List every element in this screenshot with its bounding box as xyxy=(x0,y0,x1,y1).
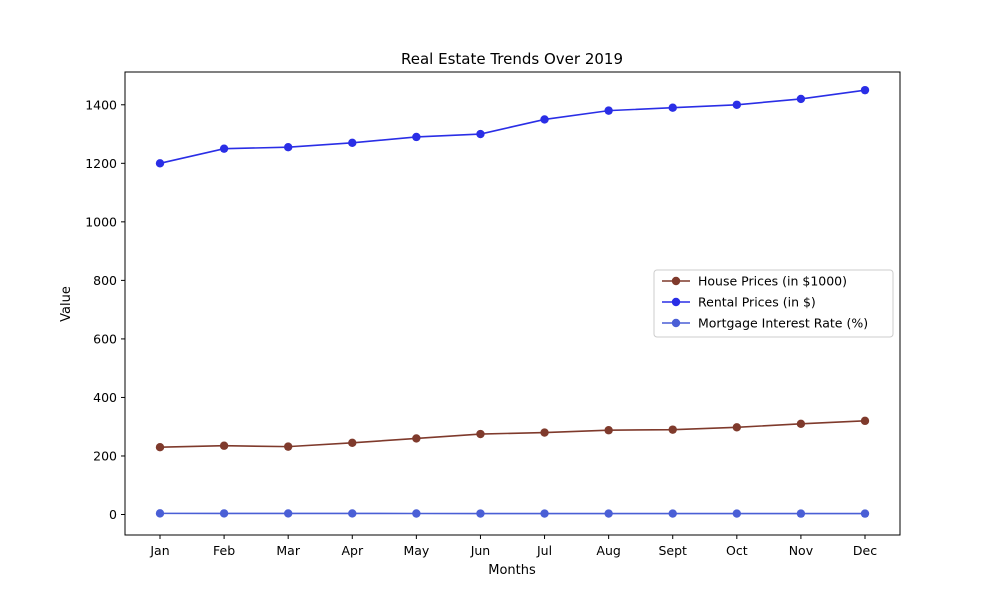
x-tick-label-4: May xyxy=(403,543,429,558)
data-point-1-6 xyxy=(540,115,549,124)
data-point-1-2 xyxy=(283,143,293,152)
x-tick-label-5: Jun xyxy=(470,543,491,558)
data-point-2-4 xyxy=(412,509,421,518)
data-point-0-9 xyxy=(732,423,742,432)
legend-label-1: Rental Prices (in $) xyxy=(698,295,816,310)
data-point-0-11 xyxy=(860,416,870,426)
y-tick-label-6: 1200 xyxy=(85,156,117,171)
plot-frame xyxy=(124,71,901,536)
x-tick-label-6: Jul xyxy=(536,543,552,558)
y-tick-label-0: 0 xyxy=(109,507,117,522)
y-tick-label-5: 1000 xyxy=(85,214,117,229)
legend-marker-0 xyxy=(671,276,681,286)
x-axis-label: Months xyxy=(488,563,536,578)
data-point-2-3 xyxy=(348,509,357,518)
x-tick-label-9: Oct xyxy=(726,543,748,558)
data-point-0-6 xyxy=(540,428,549,437)
data-point-1-8 xyxy=(668,103,677,112)
series-line-1 xyxy=(159,89,866,165)
x-tick-label-11: Dec xyxy=(853,543,877,558)
data-point-1-3 xyxy=(348,138,357,148)
data-point-0-5 xyxy=(476,429,485,439)
y-axis-label: Value xyxy=(59,286,74,322)
data-point-2-2 xyxy=(283,509,293,518)
data-point-2-10 xyxy=(796,509,806,518)
data-point-0-8 xyxy=(668,425,677,434)
legend-label-2: Mortgage Interest Rate (%) xyxy=(698,316,868,331)
series-line-0 xyxy=(159,420,866,448)
data-point-1-11 xyxy=(860,85,870,95)
data-point-0-4 xyxy=(412,434,421,443)
data-point-2-9 xyxy=(732,509,742,518)
data-point-0-10 xyxy=(796,419,806,428)
data-point-1-4 xyxy=(412,132,421,142)
data-point-1-9 xyxy=(732,100,742,109)
x-tick-label-10: Nov xyxy=(789,543,814,558)
data-point-2-11 xyxy=(860,509,870,518)
legend-marker-1 xyxy=(671,297,681,307)
data-point-0-7 xyxy=(604,426,613,435)
data-point-0-2 xyxy=(283,442,293,451)
data-point-1-5 xyxy=(476,129,485,139)
data-point-2-7 xyxy=(604,509,613,518)
x-tick-label-0: Jan xyxy=(149,543,169,558)
data-point-0-3 xyxy=(348,438,357,448)
axes: Jan Feb Mar Apr May Jun Jul Aug Sept Oct Nov Dec 0 20… xyxy=(85,71,901,558)
data-point-0-1 xyxy=(219,441,229,450)
data-point-1-10 xyxy=(796,94,806,104)
data-point-2-5 xyxy=(476,509,485,518)
x-tick-label-7: Aug xyxy=(596,543,620,558)
legend-marker-2 xyxy=(671,318,681,328)
data-point-2-0 xyxy=(155,509,165,518)
y-tick-label-7: 1400 xyxy=(85,97,117,112)
data-point-2-8 xyxy=(668,509,677,518)
plot-area xyxy=(155,85,870,518)
chart-title: Real Estate Trends Over 2019 xyxy=(401,50,623,68)
y-tick-label-1: 200 xyxy=(93,448,117,463)
x-tick-label-8: Sept xyxy=(658,543,687,558)
x-tick-label-2: Mar xyxy=(276,543,300,558)
legend-label-0: House Prices (in $1000) xyxy=(698,274,847,289)
data-point-1-1 xyxy=(219,144,229,153)
y-tick-label-4: 800 xyxy=(93,273,117,288)
data-point-1-0 xyxy=(155,159,165,168)
data-point-2-1 xyxy=(219,509,229,518)
y-tick-label-2: 400 xyxy=(93,390,117,405)
data-point-2-6 xyxy=(540,509,549,518)
data-point-1-7 xyxy=(604,106,613,115)
legend: House Prices (in $1000) Rental Prices (in… xyxy=(653,269,894,338)
x-tick-label-1: Feb xyxy=(213,543,235,558)
legend-box xyxy=(653,269,894,338)
x-tick-label-3: Apr xyxy=(341,543,363,558)
y-tick-label-3: 600 xyxy=(93,331,117,346)
data-point-0-0 xyxy=(155,442,165,452)
